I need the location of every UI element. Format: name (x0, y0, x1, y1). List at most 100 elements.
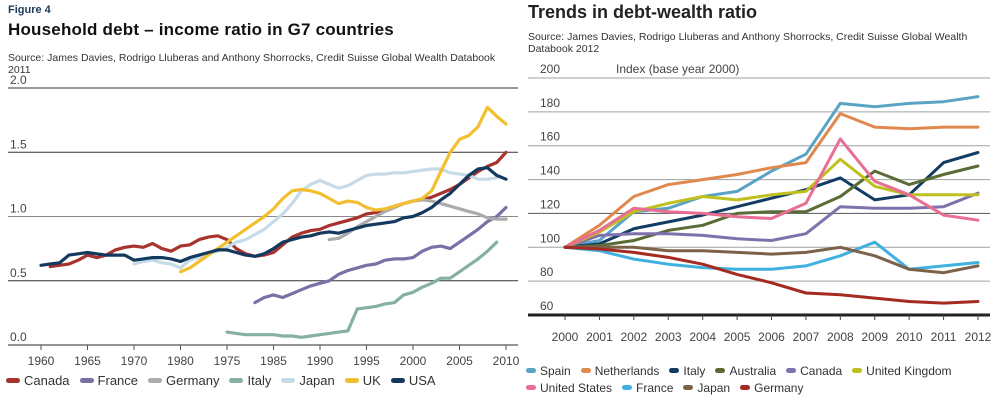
legend-item-spain: Spain (526, 362, 571, 379)
legend-swatch (390, 378, 405, 383)
right-x-axis: 2000 2001 2002 2003 2004 2005 2006 2007 2008 2009… (552, 315, 992, 344)
legend-label: Germany (754, 380, 804, 395)
series-line-uk (178, 105, 508, 274)
right-line-chart: Index (base year 2000) 60 80 100 120 140 160 1… (528, 62, 992, 344)
legend-item-italy: Italy (229, 372, 271, 389)
series-line-japan (563, 245, 980, 275)
legend-label: Japan (299, 373, 335, 388)
legend-item-uk: UK (344, 372, 381, 389)
legend-label: Australia (729, 363, 777, 378)
left-chart-source: Source: James Davies, Rodrigo Lluberas a… (8, 52, 496, 76)
legend-swatch (740, 385, 751, 390)
legend-item-france: France (622, 379, 673, 396)
legend-swatch (580, 368, 591, 373)
legend-item-japan: Japan (683, 379, 730, 396)
series-line-japan (132, 167, 499, 270)
series-line-france (253, 205, 508, 305)
legend-swatch (148, 378, 163, 383)
legend-swatch (683, 385, 694, 390)
y-tick-label: 1.0 (10, 202, 27, 216)
legend-swatch (526, 368, 536, 373)
y-tick-label: 120 (540, 197, 560, 211)
x-tick-label: 2004 (689, 330, 716, 344)
legend-swatch (79, 378, 94, 383)
legend-swatch (786, 368, 797, 373)
left-chart-title: Household debt – income ratio in G7 coun… (8, 20, 394, 39)
x-tick-label: 2010 (493, 354, 520, 368)
series-line-netherlands (563, 112, 980, 249)
x-tick-label: 1995 (353, 354, 380, 368)
x-tick-label: 1975 (214, 354, 241, 368)
x-tick-label: 1970 (121, 354, 148, 368)
legend-swatch (6, 378, 20, 383)
x-tick-label: 2006 (758, 330, 785, 344)
left-x-axis: 1960 1965 1970 1980 1975 1985 1990 1995 2000 2005… (28, 345, 520, 368)
x-tick-label: 1990 (307, 354, 334, 368)
figure-label: Figure 4 (8, 4, 51, 16)
legend-item-canada: Canada (6, 372, 70, 389)
legend-label: Canada (24, 373, 70, 388)
legend-swatch (669, 368, 680, 373)
legend-item-canada: Canada (786, 362, 842, 379)
series-line-united-states (563, 137, 980, 249)
series-line-canada (48, 150, 508, 269)
x-tick-label: 2001 (586, 330, 613, 344)
series-line-spain (563, 95, 980, 249)
legend-label: Netherlands (594, 363, 660, 378)
legend-swatch (715, 368, 726, 373)
right-legend: Spain Netherlands Italy Australia Canada Unit… (526, 362, 996, 396)
y-tick-label: 180 (540, 96, 560, 110)
legend-label: Germany (166, 373, 220, 388)
legend-item-germany: Germany (740, 379, 803, 396)
legend-label: France (97, 373, 139, 388)
y-tick-label: 80 (540, 265, 554, 279)
right-chart-source: Source: James Davies, Rodrigo Lluberas a… (528, 31, 968, 55)
legend-swatch (281, 378, 296, 383)
y-tick-label: 2.0 (10, 73, 27, 87)
x-tick-label: 2012 (965, 330, 992, 344)
x-tick-label: 2005 (724, 330, 751, 344)
series-line-canada (563, 191, 980, 249)
series-line-germany (563, 245, 980, 305)
left-y-axis: 0.0 0.5 1.0 1.5 2.0 (10, 73, 27, 344)
legend-item-united-kingdom: United Kingdom (852, 362, 952, 379)
x-tick-label: 2008 (827, 330, 854, 344)
legend-label: USA (408, 373, 436, 388)
series-line-italy (225, 240, 499, 339)
legend-swatch (852, 368, 863, 373)
x-tick-label: 1980 (167, 354, 194, 368)
x-tick-label: 2010 (896, 330, 923, 344)
y-tick-label: 60 (540, 299, 554, 313)
left-legend: Canada France Germany Italy Japan UK USA (6, 372, 516, 389)
legend-label: Italy (247, 373, 272, 388)
legend-label: United Kingdom (866, 363, 952, 378)
legend-item-france: France (79, 372, 139, 389)
legend-item-italy: Italy (669, 362, 705, 379)
right-y-axis: 60 80 100 120 140 160 180 200 (540, 62, 560, 313)
y-tick-label: 200 (540, 62, 560, 76)
right-chart-panel: Trends in debt-wealth ratio Source: Jame… (520, 0, 1000, 400)
left-line-chart: 0.0 0.5 1.0 1.5 2.0 1960 1965 1970 1980 1975 1985… (8, 73, 520, 368)
right-series (563, 95, 980, 305)
x-tick-label: 1960 (28, 354, 55, 368)
legend-item-netherlands: Netherlands (580, 362, 660, 379)
legend-swatch (229, 378, 244, 383)
x-tick-label: 2000 (400, 354, 427, 368)
y-tick-label: 160 (540, 130, 560, 144)
legend-swatch (526, 385, 536, 390)
series-line-australia (563, 164, 980, 249)
left-series (39, 105, 508, 339)
y-tick-label: 100 (540, 231, 560, 245)
legend-item-australia: Australia (715, 362, 776, 379)
y-tick-label: 0.0 (10, 330, 27, 344)
y-tick-label: 0.5 (10, 266, 27, 280)
x-tick-label: 2007 (793, 330, 820, 344)
x-tick-label: 2011 (931, 330, 957, 344)
legend-item-usa: USA (390, 372, 436, 389)
x-tick-label: 2002 (620, 330, 647, 344)
legend-label: Spain (540, 363, 571, 378)
legend-item-germany: Germany (148, 372, 219, 389)
x-tick-label: 2000 (552, 330, 579, 344)
legend-label: Canada (800, 363, 843, 378)
legend-label: UK (362, 373, 381, 388)
